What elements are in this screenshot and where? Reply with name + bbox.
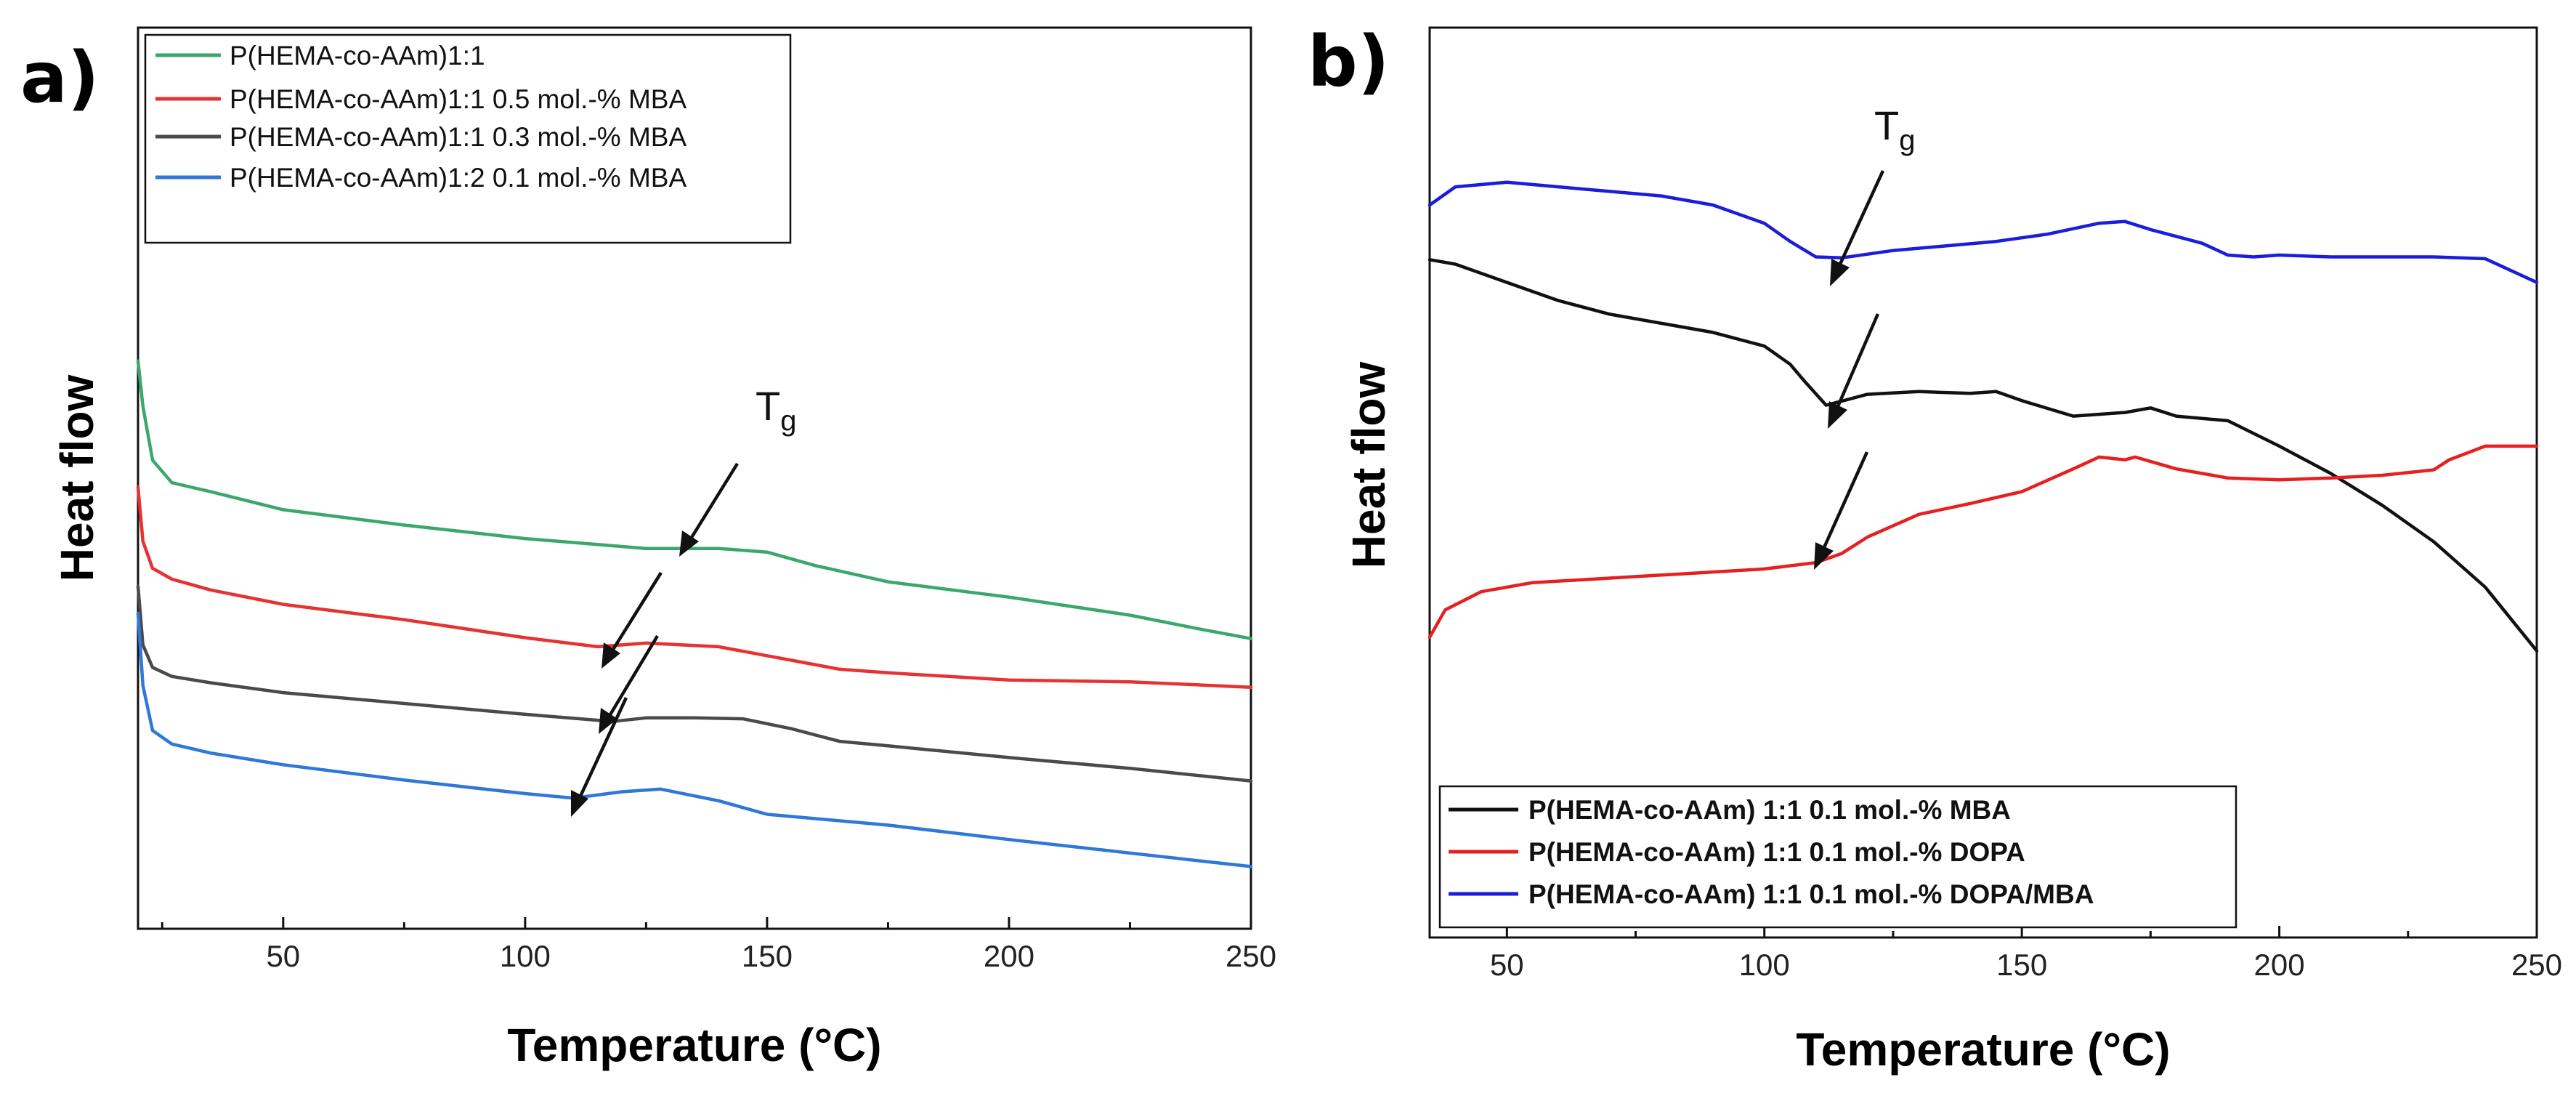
legend-b-label-1: P(HEMA-co-AAm) 1:1 0.1 mol.-% MBA: [1528, 795, 2011, 825]
legend-b-label-3: P(HEMA-co-AAm) 1:1 0.1 mol.-% DOPA/MBA: [1528, 879, 2094, 909]
y-axis-title-a: Heat flow: [51, 375, 103, 582]
tg-arrow-b1: [1836, 170, 1885, 270]
x-tick-label-a-250: 250: [1226, 939, 1276, 973]
legend-a-label-3: P(HEMA-co-AAm)1:1 0.3 mol.-% MBA: [230, 122, 686, 152]
tg-arrows-b: [1820, 170, 1885, 553]
series-line-b-3: [1427, 180, 2539, 284]
x-tick-label-b-50: 50: [1490, 948, 1524, 982]
x-tick-label-a-100: 100: [500, 939, 551, 973]
series-line-a-1: [136, 359, 1253, 640]
panel-b-letter: b): [1308, 21, 1390, 102]
x-axis-title-a: Temperature (°C): [507, 1019, 881, 1071]
arrowhead-a1: [679, 531, 699, 557]
tg-arrowheads-a: [571, 531, 699, 817]
arrowhead-a4: [571, 790, 588, 817]
legend-b-label-2: P(HEMA-co-AAm) 1:1 0.1 mol.-% DOPA: [1528, 837, 2025, 867]
legend-a-label-4: P(HEMA-co-AAm)1:2 0.1 mol.-% MBA: [230, 163, 686, 193]
x-tick-label-a-150: 150: [742, 939, 793, 973]
series-line-a-2: [136, 485, 1253, 689]
x-axis-title-b: Temperature (°C): [1796, 1023, 2170, 1076]
y-axis-title-b: Heat flow: [1342, 362, 1395, 569]
panel-b: b) 50 100 150 200 250 Tg P(HEMA-co-AAm) 1:1 …: [1308, 21, 2562, 1076]
arrowhead-b3: [1814, 542, 1834, 570]
x-ticks-a: 50 100 150 200 250: [161, 917, 1276, 973]
legend-a-box: [144, 33, 792, 244]
series-group-a: [136, 359, 1253, 868]
plot-frame-b: [1428, 26, 2538, 939]
panel-a: a) 50 100 150 200 250 Tg P(HEMA-co-AAm)1:1 P…: [20, 26, 1276, 1071]
series-line-a-4: [136, 611, 1253, 868]
tg-label-b: Tg: [1874, 102, 1915, 156]
x-tick-label-b-200: 200: [2254, 948, 2305, 982]
tg-arrow-a2: [609, 571, 663, 656]
arrowhead-a3: [599, 708, 617, 734]
legend-a-label-1: P(HEMA-co-AAm)1:1: [230, 41, 485, 70]
x-tick-label-b-150: 150: [1996, 948, 2047, 982]
x-ticks-b: 50 100 150 200 250: [1490, 926, 2562, 982]
arrowhead-b1: [1830, 259, 1850, 286]
series-line-b-2: [1427, 444, 2539, 640]
tg-label-a: Tg: [756, 383, 796, 437]
plot-frame-a: [137, 26, 1252, 930]
legend-a-label-2: P(HEMA-co-AAm)1:1 0.5 mol.-% MBA: [230, 84, 686, 114]
x-tick-label-b-250: 250: [2511, 948, 2562, 982]
series-group-b: [1427, 180, 2539, 653]
arrowhead-a2: [602, 642, 620, 669]
arrowhead-b2: [1828, 401, 1847, 429]
panel-a-letter: a): [20, 37, 100, 118]
legend-a: P(HEMA-co-AAm)1:1 P(HEMA-co-AAm)1:1 0.5 …: [144, 33, 792, 244]
tg-arrow-b2: [1834, 313, 1880, 412]
tg-arrowheads-b: [1814, 259, 1850, 570]
x-tick-label-a-50: 50: [266, 939, 300, 973]
tg-arrow-a3: [606, 634, 659, 721]
series-line-a-3: [136, 584, 1253, 783]
tg-arrow-a1: [687, 462, 739, 544]
x-tick-label-b-100: 100: [1739, 948, 1790, 982]
legend-b-box: [1438, 785, 2237, 929]
x-tick-label-a-200: 200: [984, 939, 1034, 973]
tg-arrows-a: [576, 462, 739, 802]
legend-b: P(HEMA-co-AAm) 1:1 0.1 mol.-% MBA P(HEMA…: [1438, 785, 2237, 929]
tg-arrow-b3: [1820, 451, 1869, 553]
tg-arrow-a4: [576, 697, 628, 802]
series-line-b-1: [1427, 258, 2539, 653]
